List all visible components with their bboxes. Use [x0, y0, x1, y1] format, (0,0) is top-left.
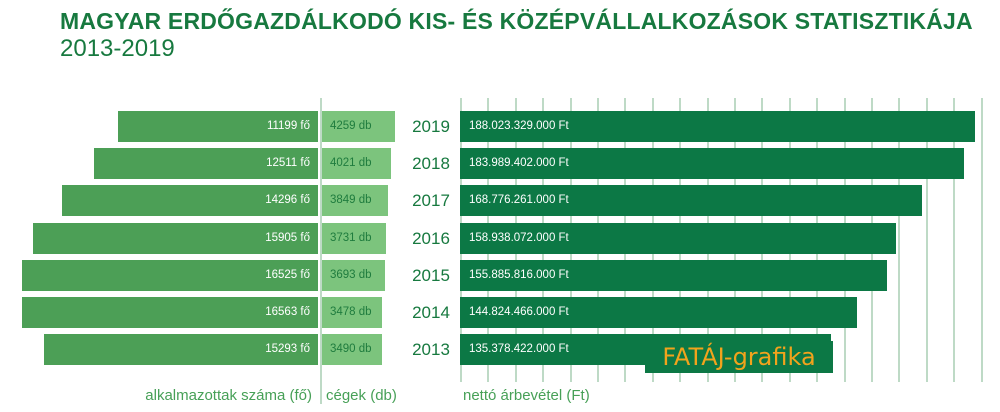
revenue-bar: 158.938.072.000 Ft: [460, 222, 896, 254]
year-label: 2018: [412, 154, 450, 174]
revenue-gridline: [980, 98, 983, 382]
companies-bar: 4021 db: [322, 148, 391, 180]
watermark-fataj-grafika: FATÁJ-grafika: [645, 341, 833, 373]
employees-bar: 12511 fő: [94, 148, 318, 180]
year-label: 2014: [412, 303, 450, 322]
axis-label-employees: alkalmazottak száma (fő): [145, 387, 312, 404]
revenue-bar: 155.885.816.000 Ft: [460, 259, 888, 291]
revenue-bar: 168.776.261.000 Ft: [460, 185, 923, 217]
employees-companies-separator-line: [320, 98, 322, 404]
axis-label-companies: cégek (db): [326, 387, 397, 404]
companies-bar: 3693 db: [322, 259, 386, 291]
companies-bar: 3849 db: [322, 185, 388, 217]
axis-label-revenue: nettó árbevétel (Ft): [463, 387, 590, 404]
revenue-gridline: [898, 98, 901, 382]
title-block: MAGYAR ERDŐGAZDÁLKODÓ KIS- ÉS KÖZÉPVÁLLA…: [60, 8, 973, 62]
employees-bar: 16563 fő: [21, 297, 318, 328]
page-subtitle: 2013-2019: [60, 35, 175, 62]
companies-bar: 3490 db: [322, 334, 382, 366]
year-label: 2013: [412, 340, 450, 360]
employees-bar: 15293 fő: [44, 334, 318, 366]
companies-bar: 3731 db: [322, 222, 386, 254]
year-label: 2015: [412, 265, 450, 285]
revenue-bar: 188.023.329.000 Ft: [460, 111, 976, 142]
page-title: MAGYAR ERDŐGAZDÁLKODÓ KIS- ÉS KÖZÉPVÁLLA…: [60, 8, 973, 34]
companies-bar: 4259 db: [322, 111, 395, 142]
employees-bar: 14296 fő: [62, 185, 318, 217]
revenue-bar: 144.824.466.000 Ft: [460, 297, 857, 328]
year-label: 2016: [412, 228, 450, 248]
revenue-bar: 183.989.402.000 Ft: [460, 148, 965, 180]
revenue-gridline: [925, 98, 928, 382]
year-label: 2019: [412, 117, 450, 136]
employees-bar: 16525 fő: [22, 259, 318, 291]
revenue-gridline: [953, 98, 956, 382]
employees-bar: 15905 fő: [33, 222, 318, 254]
year-label: 2017: [412, 191, 450, 211]
companies-bar: 3478 db: [322, 297, 382, 328]
employees-bar: 11199 fő: [117, 111, 318, 142]
